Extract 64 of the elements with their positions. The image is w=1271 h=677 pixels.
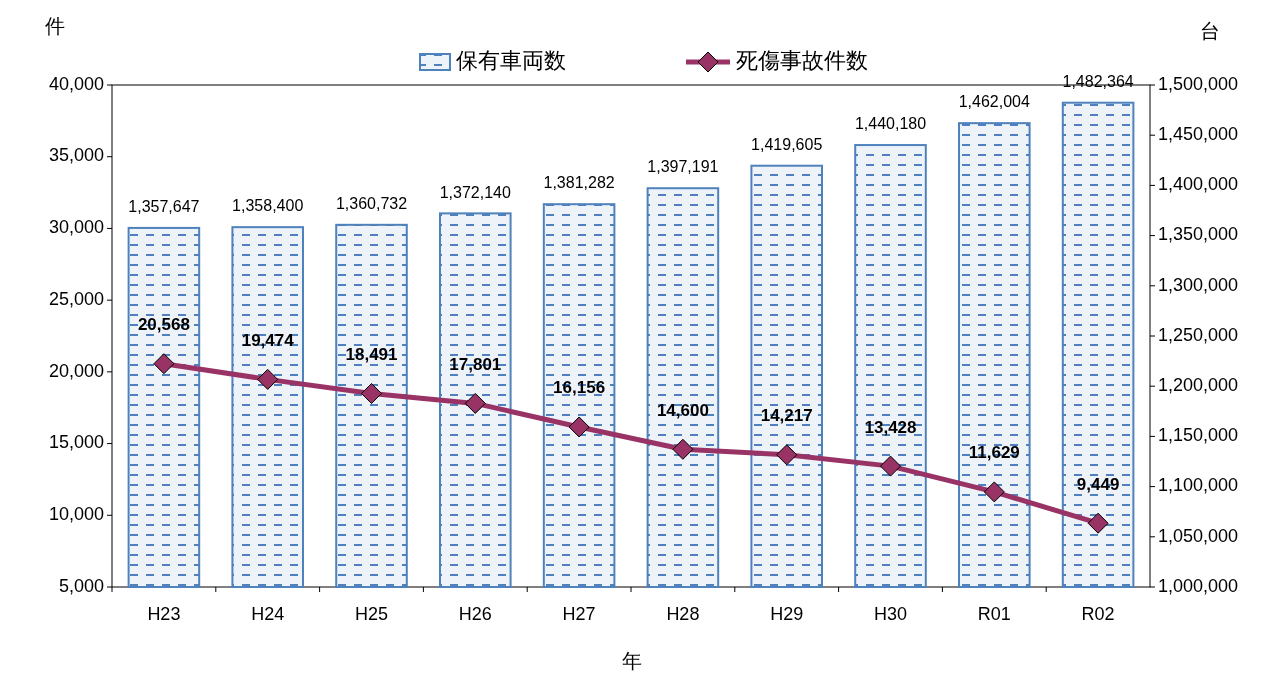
y2-tick-label: 1,000,000 [1158,575,1239,596]
y-tick-label: 25,000 [48,288,104,309]
x-tick-label: H28 [666,603,700,624]
y2-tick-label: 1,100,000 [1158,475,1239,496]
legend-label: 保有車両数 [456,47,566,73]
y-tick-label: 35,000 [48,145,104,166]
x-tick-label: H30 [873,603,908,624]
data-label: 13,428 [864,417,917,437]
y2-tick-label: 1,200,000 [1158,374,1239,395]
data-label: 1,372,140 [439,183,511,201]
y2-axis-title: 台 [1200,20,1220,43]
data-label: 19,474 [241,330,295,350]
point [776,444,798,466]
data-label: 20,568 [137,315,190,335]
y-tick-label: 15,000 [48,432,104,453]
point [983,481,1005,503]
x-tick-label: R01 [977,603,1011,624]
y2-tick-label: 1,350,000 [1158,224,1239,245]
point [153,353,175,375]
data-label: 1,462,004 [958,93,1030,111]
y2-tick-label: 1,400,000 [1158,174,1239,195]
legend-label: 死傷事故件数 [736,47,868,73]
data-label: 11,629 [968,443,1020,463]
y-tick-label: 5,000 [58,575,104,596]
point [1087,512,1109,534]
data-label: 17,801 [449,354,502,374]
y-tick-label: 30,000 [48,217,104,238]
x-tick-label: H29 [770,603,804,624]
y2-tick-label: 1,450,000 [1158,123,1239,144]
x-tick-label: H26 [458,603,492,624]
data-label: 1,381,282 [543,174,615,192]
x-tick-label: H23 [147,603,181,624]
y2-tick-label: 1,150,000 [1158,425,1239,446]
x-tick-label: H25 [354,603,389,624]
y-tick-label: 20,000 [48,360,104,381]
y-tick-label: 40,000 [48,73,104,94]
y2-tick-label: 1,500,000 [1158,73,1239,94]
data-label: 14,600 [656,400,709,420]
point [257,368,279,390]
y2-tick-label: 1,300,000 [1158,274,1239,295]
data-label: 16,156 [553,378,606,398]
point [464,392,486,414]
y2-tick-label: 1,050,000 [1158,525,1239,546]
x-axis-title: 年 [622,650,642,673]
point [568,416,590,438]
data-label: 1,357,647 [128,198,200,216]
data-label: 1,482,364 [1062,72,1134,90]
y-tick-label: 10,000 [48,504,104,525]
data-label: 1,419,605 [751,135,823,153]
data-label: 18,491 [345,344,398,364]
data-label: 1,440,180 [854,115,927,133]
data-label: 14,217 [760,406,813,426]
x-tick-label: R02 [1081,603,1115,624]
data-label: 9,449 [1076,474,1120,494]
x-tick-label: H24 [251,603,285,624]
data-label: 1,360,732 [335,195,408,213]
point [361,383,382,404]
data-label: 1,397,191 [647,158,719,176]
y-axis-title: 件 [45,15,65,38]
point [880,455,901,477]
y2-tick-label: 1,250,000 [1158,324,1239,345]
point [672,438,694,460]
data-label: 1,358,400 [232,197,304,215]
x-tick-label: H27 [562,603,596,624]
